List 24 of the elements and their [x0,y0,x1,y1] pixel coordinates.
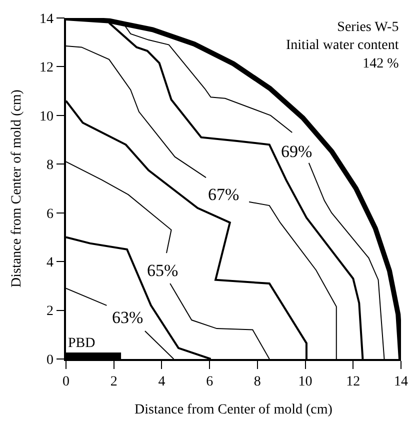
x-tick-label: 8 [254,374,261,390]
series-label: PBD [68,336,96,351]
x-tick-label: 0 [62,374,70,390]
y-tick-label: 4 [46,255,54,270]
x-tick-label: 10 [298,374,312,390]
x-tick-label: 4 [158,374,166,390]
x-tick-label: 14 [394,374,408,390]
y-tick-label: 10 [39,109,54,124]
y-tick-label: 6 [46,206,54,222]
annotation: 67% [208,185,240,204]
x-tick-label: 2 [110,374,118,390]
y-tick-label: 12 [39,60,54,76]
x-tick-label: 6 [206,374,214,390]
y-tick-label: 2 [46,304,54,320]
x-axis-title: Distance from Center of mold (cm) [134,402,333,418]
annotation: Series W-5 Initial water content 142 % [286,20,400,72]
annotation: 69% [281,142,312,161]
y-tick-label: 0 [46,352,54,368]
x-tick-label: 12 [346,374,360,390]
y-tick-label: 14 [39,12,54,27]
y-tick-label: 8 [46,158,54,174]
annotation: 63% [112,308,144,327]
y-axis-title: Distance from Center of mold (cm) [10,89,25,288]
annotation: 65% [147,261,178,280]
